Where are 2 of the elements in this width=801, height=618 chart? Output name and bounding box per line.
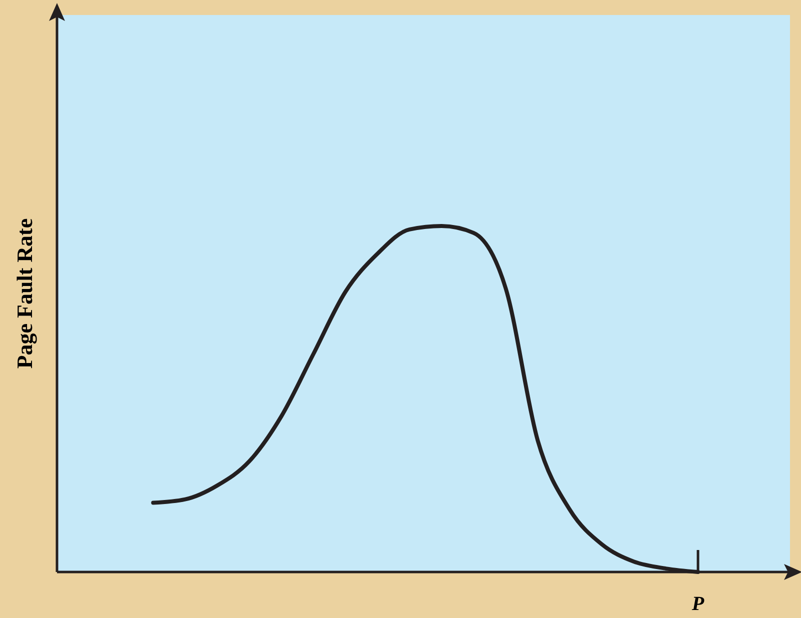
y-axis-title: Page Fault Rate [12, 218, 37, 369]
annotation: P [690, 593, 705, 615]
